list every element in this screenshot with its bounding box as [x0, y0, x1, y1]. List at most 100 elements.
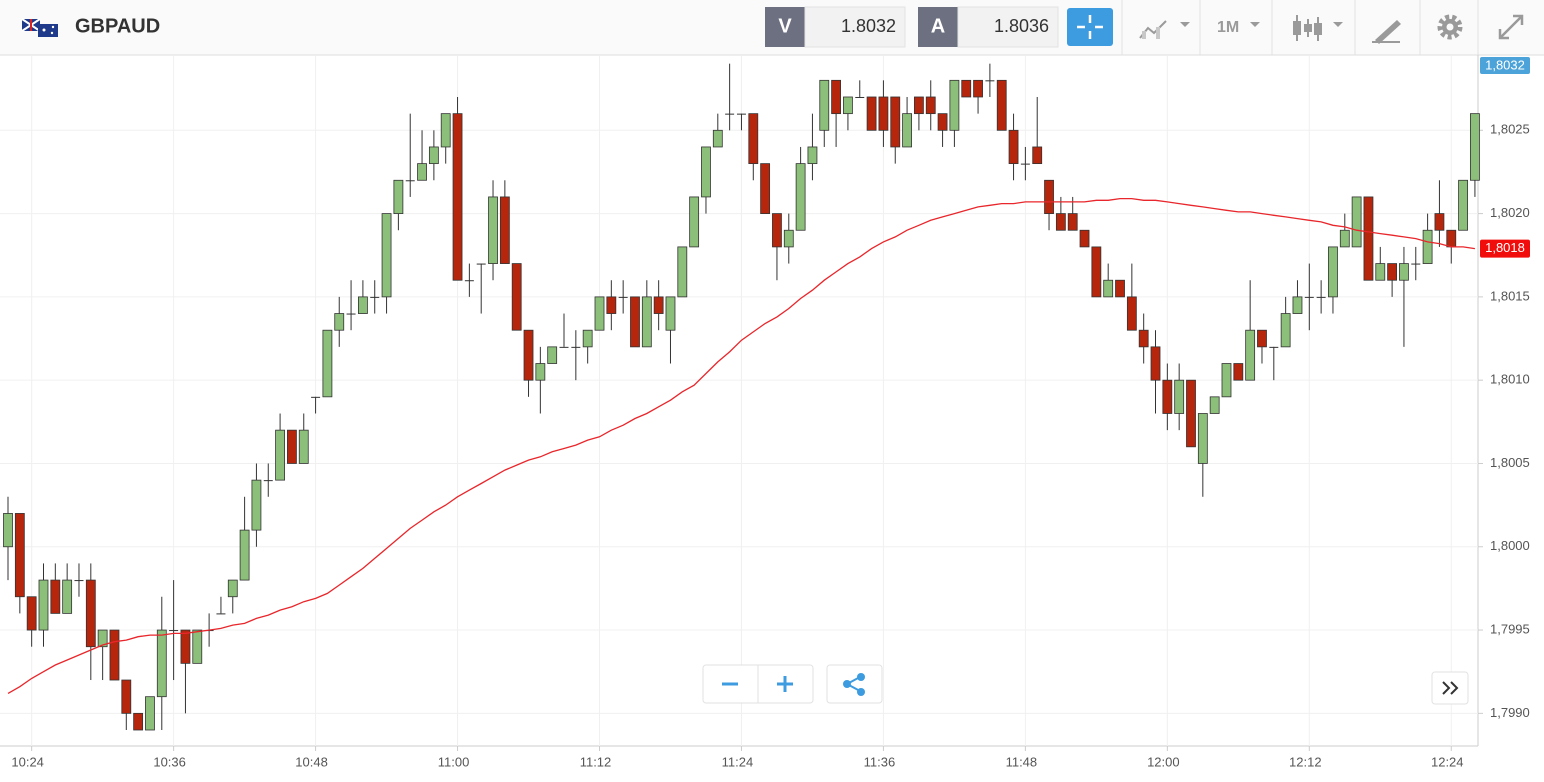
candle-body: [169, 630, 179, 632]
candle-body: [641, 296, 652, 348]
candle-body: [831, 79, 841, 115]
candle-style-button[interactable]: [1293, 15, 1343, 41]
candle-body: [251, 479, 262, 531]
candle-body: [949, 79, 960, 131]
candle-body: [1292, 296, 1303, 314]
candle-body: [571, 346, 581, 348]
candle-body: [1269, 346, 1279, 348]
buy-button[interactable]: [918, 7, 958, 47]
candle-body: [1328, 246, 1338, 298]
candle-body: [1055, 213, 1066, 231]
candle-body: [287, 429, 297, 464]
timeframe-button[interactable]: 1M: [1217, 19, 1260, 36]
x-tick-label: 11:24: [722, 754, 754, 769]
candle-body: [381, 213, 392, 298]
candle-body: [511, 263, 522, 331]
symbol: GBPAUD: [75, 15, 160, 37]
candle-body: [725, 113, 735, 115]
candle-body: [346, 313, 356, 315]
x-tick-label: 10:36: [153, 754, 186, 769]
candle-body: [1020, 163, 1030, 165]
fullscreen-button[interactable]: [1498, 14, 1524, 40]
candle-body: [322, 329, 333, 398]
x-tick-label: 12:12: [1289, 754, 1322, 769]
candle-body: [866, 96, 877, 131]
candle-body: [14, 513, 25, 598]
current-price-tag: [1480, 57, 1530, 74]
x-tick-label: 11:48: [1006, 754, 1038, 769]
candle-body: [1138, 329, 1149, 348]
candle-body: [855, 96, 865, 98]
toolbar: GBPAUD V 1.8032 A 1.8036 1M: [0, 0, 1544, 56]
buy-price-box: [957, 6, 1059, 48]
candle-body: [985, 80, 995, 82]
candle-body: [357, 296, 368, 314]
crosshair-button[interactable]: [1067, 8, 1113, 46]
y-tick-label: 1,8020: [1490, 205, 1530, 220]
candle-body: [736, 113, 746, 115]
candle-body: [653, 296, 664, 314]
candle-body: [1446, 229, 1457, 248]
share-button[interactable]: [826, 664, 883, 704]
sell-button[interactable]: [765, 7, 805, 47]
candle-body: [1044, 179, 1054, 214]
timeframe: 1M: [1217, 19, 1239, 36]
candle-body: [1115, 279, 1125, 298]
candle-body: [559, 346, 569, 348]
candle-body: [370, 296, 380, 298]
candle-body: [156, 629, 167, 698]
zoom-controls: [702, 664, 1469, 705]
flag-icon: [21, 18, 58, 37]
candle-body: [902, 113, 912, 148]
candle-body: [925, 96, 936, 115]
candle-body: [464, 280, 474, 282]
candle-body: [795, 163, 806, 231]
candle-body: [630, 296, 640, 348]
sell-price: 1.8032: [841, 16, 896, 36]
candle-body: [1245, 329, 1256, 381]
settings-button[interactable]: [1437, 14, 1463, 40]
buy-label: A: [931, 15, 945, 37]
x-tick-label: 11:36: [864, 754, 896, 769]
candle-body: [701, 146, 711, 198]
candle-body: [334, 313, 345, 331]
candle-body: [428, 146, 439, 165]
candle-body: [689, 196, 700, 248]
candle-body: [760, 163, 771, 214]
candle-body: [440, 113, 451, 148]
ma-price-label: 1,8018: [1485, 240, 1525, 255]
scroll-end-button[interactable]: [1431, 671, 1469, 705]
candle-body: [298, 429, 309, 464]
candle-body: [216, 613, 226, 615]
candle-body: [1470, 113, 1480, 181]
zoom-in-button[interactable]: [777, 676, 793, 692]
candle-body: [1304, 296, 1314, 298]
candle-body: [1422, 229, 1433, 264]
x-tick-label: 12:00: [1147, 754, 1180, 769]
candle-body: [547, 346, 558, 364]
candle-body: [748, 113, 759, 165]
chart-type-button[interactable]: [1139, 20, 1190, 39]
candle-body: [1126, 296, 1137, 331]
candle-body: [582, 329, 593, 348]
candle-body: [665, 296, 676, 331]
y-tick-label: 1,8015: [1490, 288, 1530, 303]
y-tick-label: 1,7995: [1490, 621, 1530, 636]
candle-body: [1387, 263, 1398, 281]
candle-body: [85, 579, 96, 648]
candle-body: [807, 146, 818, 165]
sell-label: V: [778, 15, 792, 37]
candle-body: [417, 163, 427, 181]
x-tick-label: 10:24: [11, 754, 44, 769]
y-tick-label: 1,7990: [1490, 705, 1530, 720]
candle-body: [1280, 313, 1291, 348]
candle-body: [239, 529, 250, 581]
y-tick-label: 1,8000: [1490, 538, 1530, 553]
candle-body: [819, 79, 830, 131]
draw-tool-button[interactable]: [1372, 20, 1401, 44]
candle-body: [405, 180, 415, 182]
candle-body: [712, 129, 723, 148]
candle-body: [488, 196, 498, 264]
candle-body: [1458, 179, 1468, 231]
